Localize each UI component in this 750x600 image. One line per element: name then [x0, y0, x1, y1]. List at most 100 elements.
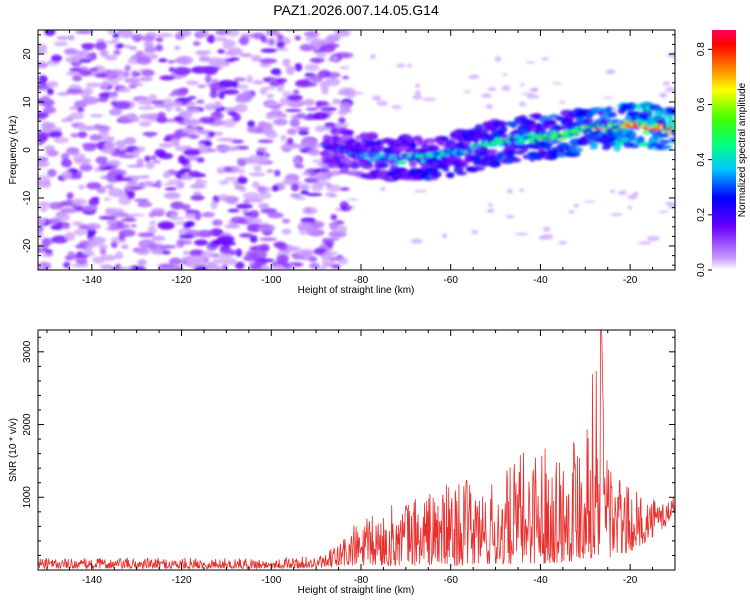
- heatmap-noise-cell: [122, 71, 130, 78]
- heatmap-noise-cell: [233, 77, 246, 82]
- heatmap-noise-cell: [235, 203, 253, 210]
- heatmap-noise-cell: [603, 96, 614, 99]
- heatmap-noise-cell: [326, 184, 342, 192]
- heatmap-noise-cell: [396, 63, 406, 68]
- heatmap-noise-cell: [86, 182, 102, 190]
- heatmap-noise-cell: [157, 221, 175, 230]
- heatmap-noise-cell: [133, 198, 150, 203]
- heatmap-noise-cell: [471, 230, 478, 235]
- heatmap-noise-cell: [299, 184, 310, 191]
- heatmap-noise-cell: [146, 133, 154, 138]
- heatmap-noise-cell: [243, 198, 251, 205]
- heatmap-noise-cell: [227, 208, 240, 213]
- heatmap-noise-cell: [224, 224, 241, 229]
- heatmap-noise-cell: [38, 160, 50, 168]
- heatmap-noise-cell: [147, 243, 159, 250]
- heatmap-signal-cell: [607, 111, 617, 118]
- heatmap-noise-cell: [53, 136, 70, 144]
- heatmap-noise-cell: [304, 37, 321, 42]
- heatmap-noise-cell: [61, 158, 73, 168]
- heatmap-noise-cell: [43, 106, 56, 114]
- heatmap-noise-cell: [181, 203, 191, 211]
- y-tick-label: 3000: [22, 340, 33, 363]
- heatmap-noise-cell: [198, 116, 216, 124]
- heatmap-noise-cell: [658, 210, 670, 213]
- heatmap-noise-cell: [329, 256, 340, 262]
- heatmap-noise-cell: [338, 225, 347, 234]
- snr-x-ticks: -140 -120 -100 -80 -60 -40 -20: [46, 330, 676, 586]
- heatmap-signal-cell: [610, 119, 621, 124]
- heatmap-noise-cell: [328, 221, 340, 231]
- heatmap-noise-cell: [109, 224, 118, 230]
- heatmap-noise-cell: [119, 31, 131, 39]
- heatmap-noise-cell: [60, 207, 78, 214]
- heatmap-noise-cell: [178, 234, 194, 240]
- heatmap-noise-cell: [142, 35, 155, 43]
- heatmap-noise-cell: [75, 50, 88, 56]
- heatmap-noise-cell: [69, 112, 85, 120]
- heatmap-noise-cell: [97, 96, 109, 103]
- heatmap-noise-cell: [330, 214, 338, 221]
- heatmap-noise-cell: [197, 84, 207, 89]
- heatmap-noise-cell: [290, 183, 300, 192]
- heatmap-noise-cell: [196, 157, 205, 163]
- heatmap-signal-cell: [479, 146, 488, 151]
- heatmap-noise-cell: [180, 110, 189, 115]
- snr-panel: -140 -120 -100 -80 -60 -40 -20 1000 2000 3000 He…: [8, 329, 676, 596]
- spectrogram-y-ticks: -20 -10 0 10 20: [22, 34, 675, 266]
- heatmap-noise-cell: [501, 85, 511, 92]
- heatmap-noise-cell: [345, 93, 356, 99]
- heatmap-noise-cell: [300, 82, 318, 87]
- x-tick-label: -20: [623, 575, 638, 586]
- heatmap-noise-cell: [61, 224, 71, 230]
- heatmap-noise-cell: [123, 136, 137, 145]
- heatmap-noise-cell: [176, 55, 194, 65]
- heatmap-noise-cell: [271, 265, 285, 270]
- heatmap-signal-cell: [591, 140, 599, 148]
- heatmap-noise-cell: [169, 138, 181, 143]
- heatmap-noise-cell: [100, 254, 117, 262]
- heatmap-noise-cell: [217, 235, 235, 243]
- heatmap-noise-cell: [99, 129, 109, 138]
- heatmap-noise-cell: [300, 138, 317, 148]
- heatmap-noise-cell: [228, 111, 238, 116]
- heatmap-noise-cell: [261, 154, 268, 164]
- heatmap-noise-cell: [294, 63, 303, 72]
- heatmap-noise-cell: [65, 115, 74, 123]
- heatmap-noise-cell: [248, 210, 260, 219]
- y-tick-label: 20: [22, 48, 33, 60]
- heatmap-noise-cell: [468, 74, 480, 79]
- heatmap-noise-cell: [412, 94, 422, 100]
- heatmap-noise-cell: [276, 41, 286, 49]
- heatmap-noise-cell: [518, 101, 527, 107]
- heatmap-noise-cell: [83, 144, 97, 152]
- heatmap-noise-cell: [167, 179, 183, 184]
- heatmap-noise-cell: [197, 129, 212, 135]
- heatmap-noise-cell: [255, 127, 264, 134]
- heatmap-noise-cell: [80, 43, 96, 49]
- heatmap-noise-cell: [163, 182, 177, 186]
- heatmap-noise-cell: [67, 34, 75, 41]
- heatmap-noise-cell: [309, 57, 325, 63]
- heatmap-noise-cell: [105, 161, 122, 167]
- heatmap-noise-cell: [118, 233, 126, 241]
- heatmap-noise-cell: [72, 75, 83, 82]
- heatmap-noise-cell: [173, 115, 184, 122]
- heatmap-noise-cell: [225, 195, 239, 205]
- heatmap-noise-cell: [176, 181, 185, 189]
- x-tick-label: -140: [82, 575, 102, 586]
- heatmap-noise-cell: [148, 211, 156, 218]
- heatmap-noise-cell: [259, 87, 268, 95]
- heatmap-noise-cell: [185, 80, 199, 86]
- heatmap-noise-cell: [224, 51, 236, 56]
- heatmap-noise-cell: [66, 88, 84, 95]
- heatmap-noise-cell: [238, 36, 250, 46]
- heatmap-noise-cell: [606, 69, 616, 75]
- heatmap-noise-cell: [163, 192, 181, 199]
- heatmap-noise-cell: [76, 260, 88, 265]
- snr-frame: [37, 329, 676, 571]
- heatmap-noise-cell: [573, 203, 579, 208]
- heatmap-noise-cell: [116, 43, 125, 49]
- heatmap-noise-cell: [38, 61, 49, 69]
- heatmap-noise-cell: [38, 230, 44, 240]
